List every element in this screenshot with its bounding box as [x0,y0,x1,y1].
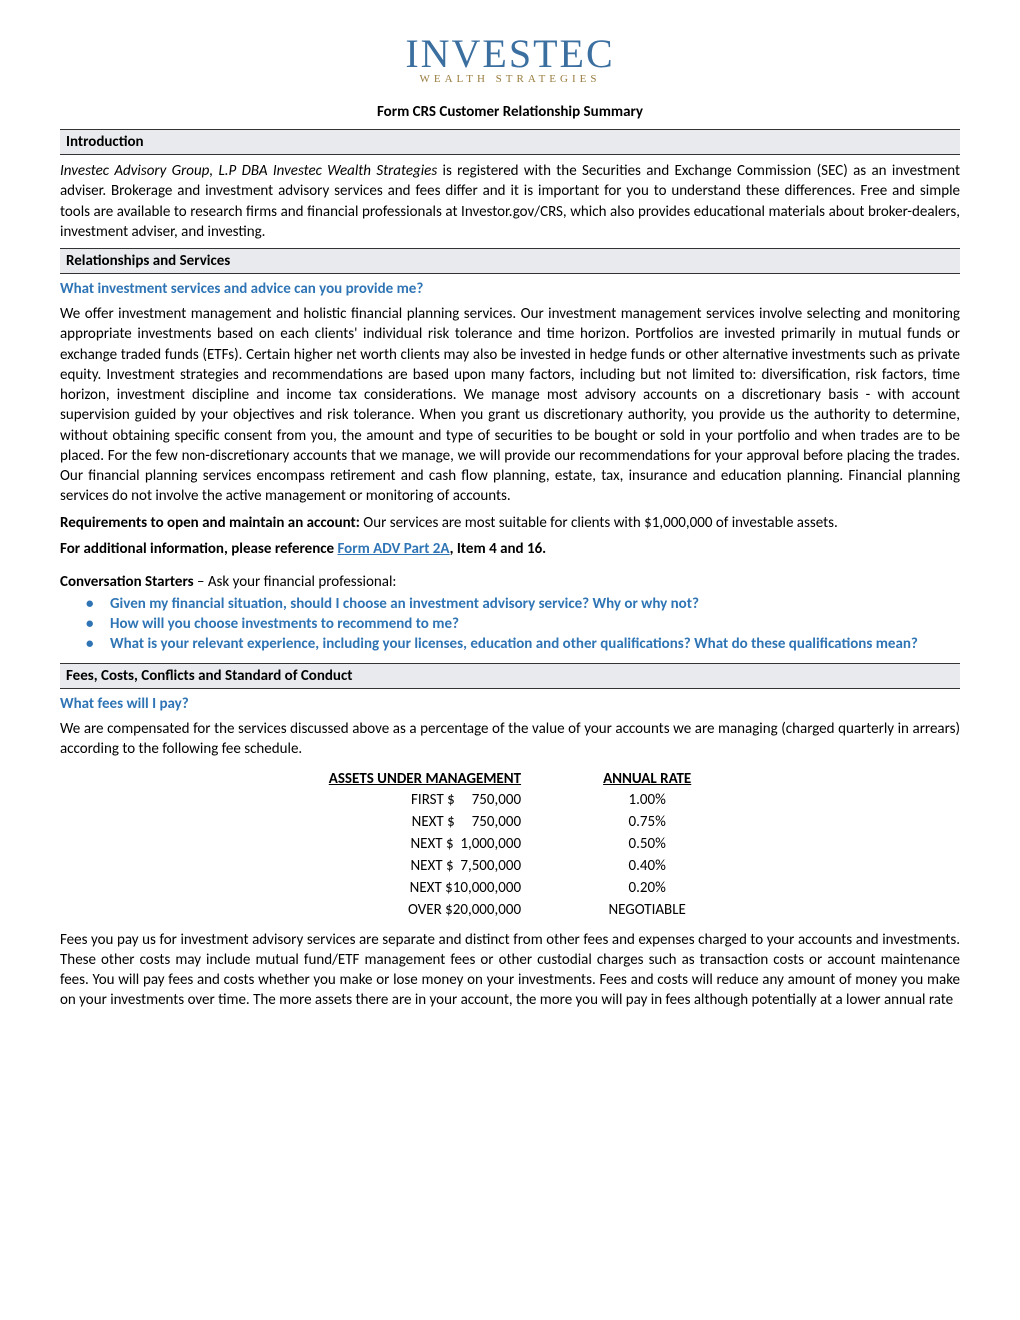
section-header-introduction: Introduction [60,129,960,155]
cell-rate: 1.00% [563,790,731,810]
cell-rate: 0.40% [563,856,731,876]
conversation-starters-list: Given my financial situation, should I c… [60,595,960,653]
cell-aum: NEXT $10,000,000 [289,878,561,898]
table-row: NEXT $ 7,500,000 0.40% [289,856,731,876]
col-header-aum: ASSETS UNDER MANAGEMENT [289,770,561,788]
logo-main-text: INVESTEC [60,30,960,77]
conv-item: Given my financial situation, should I c… [110,595,960,613]
question-fees: What fees will I pay? [60,695,960,713]
conv-item: What is your relevant experience, includ… [110,635,960,653]
table-row: NEXT $10,000,000 0.20% [289,878,731,898]
cell-aum: NEXT $ 1,000,000 [289,834,561,854]
logo-sub-text: WEALTH STRATEGIES [60,73,960,85]
document-title: Form CRS Customer Relationship Summary [60,103,960,121]
addl-info-suffix: , Item 4 and 16. [450,540,547,558]
cell-rate: 0.20% [563,878,731,898]
table-row: NEXT $ 1,000,000 0.50% [289,834,731,854]
addl-info-label: For additional information, please refer… [60,540,337,558]
additional-info-line: For additional information, please refer… [60,539,960,559]
cell-rate: 0.75% [563,812,731,832]
document-page: INVESTEC WEALTH STRATEGIES Form CRS Cust… [0,0,1020,1320]
requirements-line: Requirements to open and maintain an acc… [60,513,960,533]
fees-outro: Fees you pay us for investment advisory … [60,930,960,1011]
fee-schedule-table: ASSETS UNDER MANAGEMENT ANNUAL RATE FIRS… [287,768,733,922]
cell-aum: NEXT $ 750,000 [289,812,561,832]
table-row: FIRST $ 750,000 1.00% [289,790,731,810]
section-header-fees: Fees, Costs, Conflicts and Standard of C… [60,663,960,689]
cell-rate: 0.50% [563,834,731,854]
conv-item: How will you choose investments to recom… [110,615,960,633]
logo-block: INVESTEC WEALTH STRATEGIES [60,30,960,85]
cell-aum: NEXT $ 7,500,000 [289,856,561,876]
section-header-relationships: Relationships and Services [60,248,960,274]
cell-aum: OVER $20,000,000 [289,900,561,920]
relationships-body: We offer investment management and holis… [60,304,960,507]
conv-starters-suffix: – Ask your financial professional: [194,573,397,591]
table-header-row: ASSETS UNDER MANAGEMENT ANNUAL RATE [289,770,731,788]
table-row: OVER $20,000,000 NEGOTIABLE [289,900,731,920]
conv-starters-label: Conversation Starters [60,573,194,591]
intro-lead-italic: Investec Advisory Group, L.P DBA Investe… [60,162,437,180]
requirements-label: Requirements to open and maintain an acc… [60,514,360,532]
introduction-body: Investec Advisory Group, L.P DBA Investe… [60,161,960,242]
cell-rate: NEGOTIABLE [563,900,731,920]
fees-intro: We are compensated for the services disc… [60,719,960,760]
table-row: NEXT $ 750,000 0.75% [289,812,731,832]
question-services: What investment services and advice can … [60,280,960,298]
col-header-rate: ANNUAL RATE [563,770,731,788]
cell-aum: FIRST $ 750,000 [289,790,561,810]
requirements-text: Our services are most suitable for clien… [360,514,838,532]
adv-part-2a-link[interactable]: Form ADV Part 2A [337,540,449,558]
conversation-starters-line: Conversation Starters – Ask your financi… [60,573,960,591]
